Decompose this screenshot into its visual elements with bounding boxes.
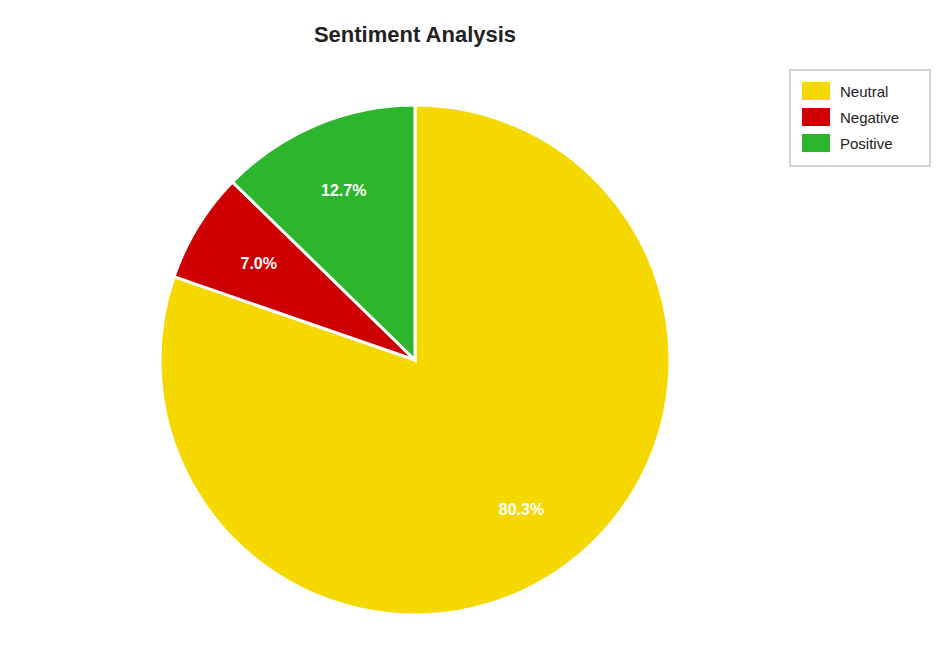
chart: Sentiment Analysis80.3%7.0%12.7%NeutralN… <box>0 0 950 662</box>
legend-label: Neutral <box>840 83 888 100</box>
data-label: 80.3% <box>499 501 544 518</box>
legend: Neutral Negative Positive <box>790 70 930 166</box>
legend-item: Positive <box>802 134 893 152</box>
legend-item: Neutral <box>802 82 888 100</box>
data-label: 7.0% <box>241 255 277 272</box>
title: Sentiment Analysis <box>314 22 516 47</box>
legend-item: Negative <box>802 108 899 126</box>
legend-swatch <box>802 82 830 100</box>
pie <box>160 105 670 615</box>
legend-label: Negative <box>840 109 899 126</box>
legend-swatch <box>802 108 830 126</box>
data-labels: 80.3% 7.0% 12.7% <box>241 182 545 518</box>
slice <box>160 105 670 615</box>
data-label: 12.7% <box>321 182 366 199</box>
legend-label: Positive <box>840 135 893 152</box>
legend-swatch <box>802 134 830 152</box>
slice <box>232 105 415 360</box>
legend-frame <box>790 70 930 166</box>
